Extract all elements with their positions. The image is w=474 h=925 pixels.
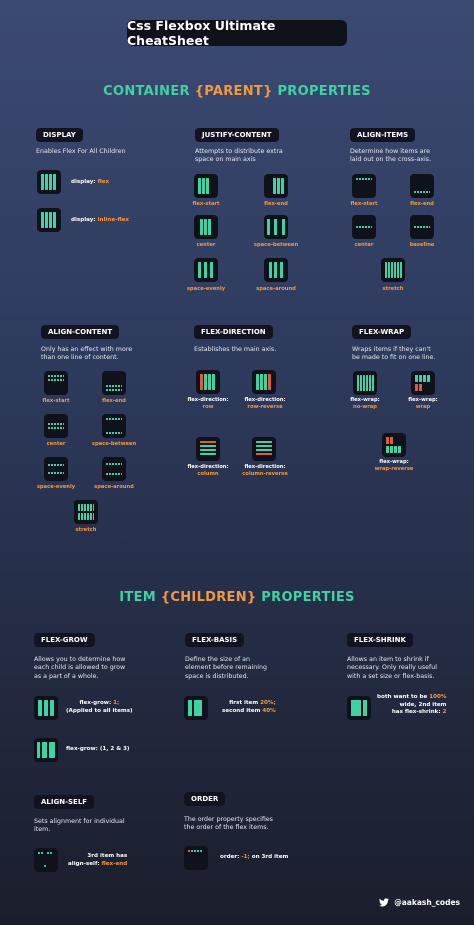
ai-stretch-caption: stretch [382,286,404,292]
align-self-note: 3rd item has align-self: flex-end [68,853,128,867]
flex-shrink-box [347,696,371,720]
page-title: Css Flexbox Ultimate CheatSheet [127,18,347,48]
jc-center-caption: center [196,242,216,248]
order-desc: The order property specifies the order of… [184,816,273,832]
jc-space-around-box [264,258,288,282]
display-label: DISPLAY [36,128,83,142]
jc-flex-start-caption: flex-start [192,201,220,207]
flex-basis-box [184,696,208,720]
ac-space-between-box [102,414,126,438]
twitter-handle[interactable]: @aakash_codes [379,898,460,907]
ac-center-caption: center [46,441,66,447]
jc-space-evenly-box [194,258,218,282]
display-flex-box [37,170,61,194]
align-self-box [34,848,58,872]
fw-no-wrap-caption: flex-wrap: no-wrap [350,397,380,410]
ac-stretch-caption: stretch [75,527,97,533]
display-desc: Enables Flex For All Children [36,148,126,155]
order-note: order: -1; on 3rd item [220,854,289,860]
flex-basis-note: first item 20%; second item 40% [222,700,276,714]
align-items-desc: Determine how items are laid out on the c… [350,148,432,164]
justify-content-label: JUSTIFY-CONTENT [195,128,279,142]
align-items-label: ALIGN-ITEMS [350,128,416,142]
fd-column-caption: flex-direction: column [187,464,229,477]
fd-row-reverse-caption: flex-direction: row-reverse [244,397,286,410]
align-content-label: ALIGN-CONTENT [41,325,120,339]
fw-wrap-reverse-box [382,433,406,457]
ac-center-box [44,414,68,438]
flex-shrink-desc: Allows an item to shrink if necessary. On… [347,656,437,680]
jc-space-around-caption: space-around [256,286,296,292]
ac-flex-start-box [44,371,68,395]
flex-direction-desc: Establishes the main axis. [194,346,277,353]
flex-basis-desc: Define the size of an element before rema… [185,656,268,680]
ai-flex-start-caption: flex-start [350,201,378,207]
twitter-handle-text: @aakash_codes [394,898,460,907]
fd-row-caption: flex-direction: row [187,397,229,410]
order-label: ORDER [184,792,226,806]
flex-shrink-note: both want to be 100% wide, 2nd item has fl… [377,694,447,715]
flex-grow-note-1: flex-grow: 1; (Applied to all items) [66,700,133,714]
fw-wrap-box [411,371,435,395]
ai-flex-start-box [352,174,376,198]
flex-wrap-desc: Wraps items if they can't be made to fit … [352,346,436,362]
fd-column-box [196,437,220,461]
align-self-label: ALIGN-SELF [34,795,95,809]
jc-space-between-box [264,215,288,239]
flex-direction-label: FLEX-DIRECTION [194,325,273,339]
flex-basis-label: FLEX-BASIS [185,633,245,647]
ai-flex-end-box [410,174,434,198]
fw-wrap-reverse-caption: flex-wrap: wrap-reverse [374,459,414,472]
jc-space-evenly-caption: space-evenly [186,286,226,292]
jc-flex-end-box [264,174,288,198]
justify-content-desc: Attempts to distribute extra space on mai… [195,148,283,164]
ai-baseline-caption: baseline [409,242,435,248]
fd-row-reverse-box [252,370,276,394]
flex-grow-equal-box [34,696,58,720]
ai-center-box [352,215,376,239]
jc-center-box [194,215,218,239]
twitter-bird-icon [379,898,390,907]
fw-wrap-caption: flex-wrap: wrap [408,397,438,410]
container-properties-heading: CONTAINER {PARENT} PROPERTIES [103,84,371,99]
ac-stretch-box [74,500,98,524]
order-box [184,846,208,870]
flex-grow-label: FLEX-GROW [34,633,95,647]
ac-space-around-box [102,457,126,481]
ai-stretch-box [381,258,405,282]
item-properties-heading: ITEM {CHILDREN} PROPERTIES [119,590,355,605]
ac-flex-end-caption: flex-end [102,398,126,404]
ai-flex-end-caption: flex-end [410,201,434,207]
flex-wrap-label: FLEX-WRAP [352,325,412,339]
flex-grow-note-2: flex-grow: (1, 2 & 3) [66,746,130,752]
jc-flex-end-caption: flex-end [264,201,288,207]
flex-grow-ratio-box [34,738,58,762]
fd-column-reverse-box [252,437,276,461]
align-content-desc: Only has an effect with more than one lin… [41,346,133,362]
flex-shrink-label: FLEX-SHRINK [347,633,413,647]
ai-center-caption: center [354,242,374,248]
ac-space-between-caption: space-between [91,441,137,447]
ac-flex-start-caption: flex-start [42,398,70,404]
display-flex-caption: display: flex [71,179,110,185]
ac-space-evenly-box [44,457,68,481]
fd-column-reverse-caption: flex-direction: column-reverse [242,464,288,477]
ac-flex-end-box [102,371,126,395]
ac-space-around-caption: space-around [94,484,134,490]
jc-space-between-caption: space-between [253,242,299,248]
jc-flex-start-box [194,174,218,198]
display-inline-flex-box [37,208,61,232]
align-self-desc: Sets alignment for individual item. [34,818,125,834]
flex-grow-desc: Allows you to determine how each child is… [34,656,126,680]
fd-row-box [196,370,220,394]
display-inline-flex-caption: display: inline-flex [71,217,129,223]
fw-no-wrap-box [353,371,377,395]
ac-space-evenly-caption: space-evenly [36,484,76,490]
ai-baseline-box [410,215,434,239]
